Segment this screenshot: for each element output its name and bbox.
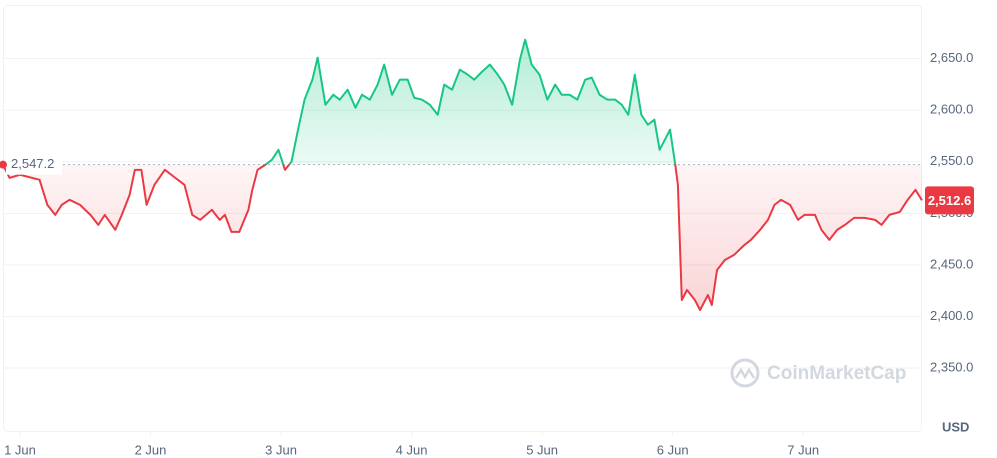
- watermark-text: CoinMarketCap: [767, 363, 906, 384]
- plot-frame: [3, 5, 922, 432]
- baseline-label-bg: [6, 154, 62, 175]
- last-price-tag: [925, 186, 974, 215]
- y-tick-label: 2,650.0: [930, 50, 973, 65]
- watermark: CoinMarketCap: [730, 358, 906, 388]
- y-tick-label: 2,550.0: [930, 153, 973, 168]
- y-tick-label: 2,350.0: [930, 359, 973, 374]
- baseline-dot: [0, 160, 7, 169]
- y-tick-label: 2,450.0: [930, 256, 973, 271]
- y-tick-label: 2,400.0: [930, 308, 973, 323]
- x-tick-label: 7 Jun: [787, 442, 819, 457]
- price-area: [3, 39, 922, 310]
- x-tick-label: 6 Jun: [657, 442, 689, 457]
- y-tick-label: 2,600.0: [930, 102, 973, 117]
- last-price-label: 2,512.6: [928, 193, 971, 208]
- y-axis-label: USD: [942, 419, 969, 434]
- x-tick-label: 3 Jun: [265, 442, 297, 457]
- x-tick-label: 2 Jun: [135, 442, 167, 457]
- x-tick-label: 1 Jun: [4, 442, 36, 457]
- price-line: [2, 38, 923, 311]
- x-tick-label: 5 Jun: [526, 442, 558, 457]
- x-tick-label: 4 Jun: [396, 442, 428, 457]
- baseline-label: 2,547.2: [11, 156, 54, 171]
